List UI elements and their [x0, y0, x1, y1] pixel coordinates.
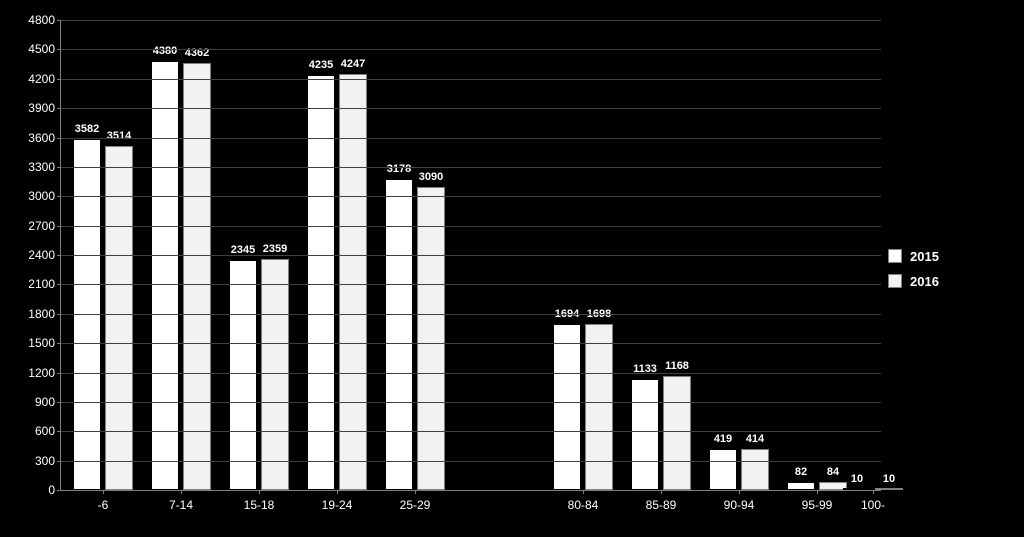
- y-tick-label: 2100: [7, 277, 61, 291]
- y-tick-label: 1500: [7, 336, 61, 350]
- y-tick-label: 0: [7, 483, 61, 497]
- bar-2015-85-89: [631, 379, 659, 490]
- y-tick-label: 300: [7, 454, 61, 468]
- bar-2016-7-14: [183, 63, 211, 490]
- legend-swatch-2016: [888, 274, 902, 288]
- bar-2016--6: [105, 146, 133, 490]
- legend-item-2016: 2016: [888, 274, 1008, 289]
- y-tick-label: 1200: [7, 366, 61, 380]
- x-tick: [583, 490, 584, 494]
- bar-value-label: 4247: [328, 58, 378, 70]
- legend: 2015 2016: [888, 239, 1008, 299]
- y-gridline: [61, 284, 881, 285]
- x-tick: [873, 490, 874, 494]
- bar-value-label: 2359: [250, 243, 300, 255]
- y-gridline: [61, 373, 881, 374]
- bar-2016-25-29: [417, 187, 445, 490]
- bar-value-label: 10: [864, 473, 914, 485]
- y-tick-label: 3600: [7, 131, 61, 145]
- y-gridline: [61, 226, 881, 227]
- bar-2016-15-18: [261, 259, 289, 490]
- y-gridline: [61, 167, 881, 168]
- bar-2016-90-94: [741, 449, 769, 490]
- bar-2015-80-84: [553, 324, 581, 490]
- bar-2015-7-14: [151, 61, 179, 490]
- bar-value-label: 3090: [406, 171, 456, 183]
- bar-2016-85-89: [663, 376, 691, 490]
- bar-value-label: 3514: [94, 130, 144, 142]
- y-tick-label: 2700: [7, 219, 61, 233]
- y-tick-label: 900: [7, 395, 61, 409]
- legend-swatch-2015: [888, 249, 902, 263]
- y-gridline: [61, 402, 881, 403]
- legend-item-2015: 2015: [888, 249, 1008, 264]
- plot-area: 3582351443804362234523594235424731783090…: [60, 20, 881, 491]
- y-gridline: [61, 138, 881, 139]
- x-tick: [337, 490, 338, 494]
- bar-2016-80-84: [585, 324, 613, 490]
- legend-label-2015: 2015: [910, 249, 939, 264]
- x-tick: [103, 490, 104, 494]
- x-tick: [415, 490, 416, 494]
- y-gridline: [61, 20, 881, 21]
- bar-value-label: 414: [730, 433, 780, 445]
- y-tick-label: 4800: [7, 13, 61, 27]
- x-tick: [259, 490, 260, 494]
- y-gridline: [61, 343, 881, 344]
- x-tick: [181, 490, 182, 494]
- y-tick-label: 4500: [7, 42, 61, 56]
- x-tick: [661, 490, 662, 494]
- y-gridline: [61, 49, 881, 50]
- y-gridline: [61, 108, 881, 109]
- x-tick: [739, 490, 740, 494]
- y-gridline: [61, 314, 881, 315]
- y-tick-label: 3900: [7, 101, 61, 115]
- y-tick-label: 3300: [7, 160, 61, 174]
- chart-container: 3582351443804362234523594235424731783090…: [0, 0, 1024, 537]
- x-tick: [817, 490, 818, 494]
- y-tick-label: 4200: [7, 72, 61, 86]
- y-tick-label: 2400: [7, 248, 61, 262]
- y-gridline: [61, 79, 881, 80]
- y-gridline: [61, 431, 881, 432]
- y-gridline: [61, 196, 881, 197]
- y-gridline: [61, 255, 881, 256]
- y-gridline: [61, 461, 881, 462]
- y-tick-label: 1800: [7, 307, 61, 321]
- y-tick-label: 3000: [7, 189, 61, 203]
- bar-value-label: 1168: [652, 360, 702, 372]
- legend-label-2016: 2016: [910, 274, 939, 289]
- y-tick-label: 600: [7, 424, 61, 438]
- bar-2015-90-94: [709, 449, 737, 490]
- bar-2015-95-99: [787, 482, 815, 490]
- bar-2015-15-18: [229, 260, 257, 490]
